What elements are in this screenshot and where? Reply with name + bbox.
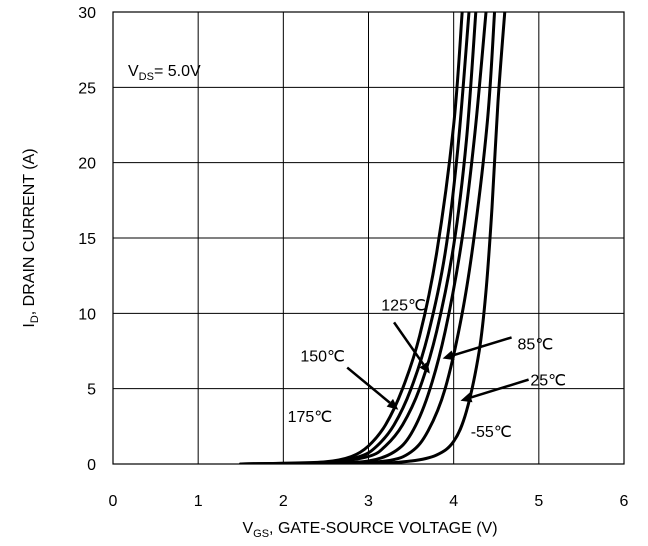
y-axis-title-sub: D (29, 315, 41, 323)
y-tick-label: 5 (87, 382, 96, 399)
y-axis-title: ID, DRAIN CURRENT (A) (21, 148, 41, 327)
condition-label-rest: = 5.0V (154, 63, 201, 80)
y-tick-label: 15 (78, 231, 96, 248)
y-tick-label: 10 (78, 306, 96, 323)
x-axis-title: VGS, GATE-SOURCE VOLTAGE (V) (242, 520, 497, 540)
x-tick-label: 5 (534, 493, 543, 510)
series-line--55℃ (239, 12, 507, 464)
annotation-arrow (346, 366, 391, 404)
annotation-arrowhead (419, 361, 430, 374)
annotation-arrowhead (460, 392, 473, 403)
annotation-layer: 125℃ 85℃ 150℃ 25℃ 175℃ -55℃ (288, 297, 566, 441)
x-axis-title-rest: , GATE-SOURCE VOLTAGE (V) (269, 520, 497, 537)
condition-label-sub: DS (139, 71, 154, 83)
annotation-label: 150℃ (300, 349, 345, 366)
annotation-arrow (393, 321, 425, 366)
annotation-arrow (470, 378, 529, 399)
tick-layer: 0 1 2 3 4 5 6 0 5 10 15 20 25 30 (78, 5, 628, 510)
x-tick-label: 4 (449, 493, 458, 510)
x-tick-label: 0 (109, 493, 118, 510)
x-axis-title-main: V (242, 520, 253, 537)
condition-label-main: V (128, 63, 139, 80)
annotation-label: 25℃ (530, 373, 566, 390)
y-tick-label: 25 (78, 80, 96, 97)
y-tick-label: 20 (78, 156, 96, 173)
annotation-label: 85℃ (518, 336, 554, 353)
annotation-label: 125℃ (381, 297, 426, 314)
annotation-arrowhead (442, 350, 455, 361)
annotation-arrow (452, 336, 512, 357)
annotation-label: -55℃ (471, 424, 512, 441)
y-tick-label: 30 (78, 5, 96, 22)
y-tick-label: 0 (87, 457, 96, 474)
x-tick-label: 6 (620, 493, 629, 510)
condition-label: VDS= 5.0V (128, 63, 201, 83)
y-axis-title-rest: , DRAIN CURRENT (A) (21, 148, 38, 315)
annotation-label: 175℃ (288, 409, 333, 426)
y-axis-title-main: I (21, 323, 38, 327)
x-tick-label: 1 (194, 493, 203, 510)
x-tick-label: 3 (364, 493, 373, 510)
x-axis-title-sub: GS (253, 528, 269, 540)
x-tick-label: 2 (279, 493, 288, 510)
annotation-arrowhead (386, 398, 399, 410)
curve-layer (239, 12, 507, 464)
